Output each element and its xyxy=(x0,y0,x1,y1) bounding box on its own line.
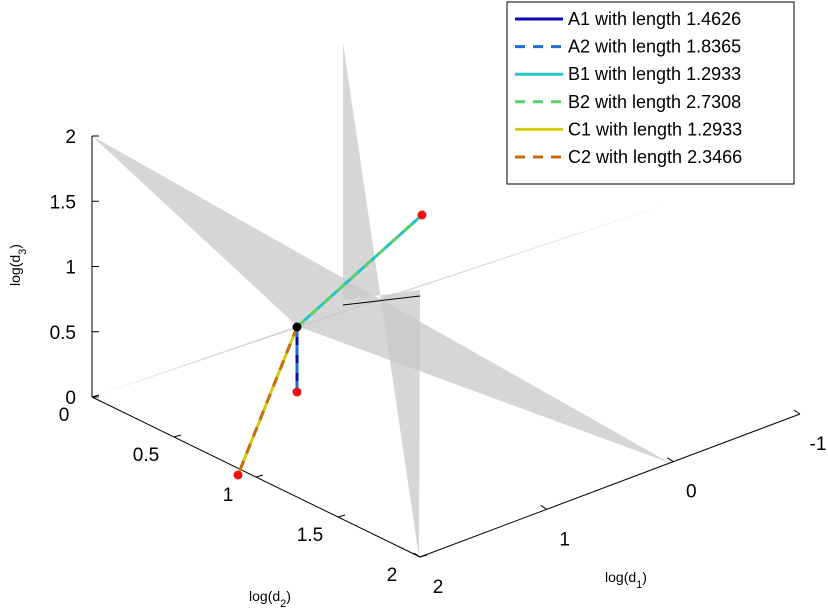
y-tick-label: 1.5 xyxy=(297,525,323,546)
z-tick-label: 1.5 xyxy=(50,192,76,213)
legend-entry: B2 with length 2.7308 xyxy=(568,92,741,112)
z-axis-label: log(d3) xyxy=(7,244,29,286)
x-tick-mark xyxy=(413,552,421,558)
x-tick-mark xyxy=(793,409,801,415)
endpoint-marker xyxy=(233,470,243,480)
legend-entry: C2 with length 2.3466 xyxy=(568,147,742,167)
z-tick-label: 0 xyxy=(65,388,76,409)
x-axis-label: log(d1) xyxy=(605,569,647,591)
legend-box xyxy=(506,1,795,185)
y-tick-mark xyxy=(337,514,346,518)
x-axis-line xyxy=(419,413,801,558)
legend-entry: A2 with length 1.8365 xyxy=(568,37,741,57)
plane-surfaces xyxy=(92,43,670,557)
z-tick-label: 0.5 xyxy=(50,323,76,344)
y-tick-label: 0 xyxy=(59,405,70,426)
z-tick-label: 2 xyxy=(65,127,76,148)
y-tick-mark xyxy=(255,474,264,478)
x-tick-label: 2 xyxy=(433,577,444,598)
y-tick-label: 0.5 xyxy=(133,445,159,466)
z-tick-label: 1 xyxy=(65,258,76,279)
series-group xyxy=(236,213,424,476)
legend-entry: B1 with length 1.2933 xyxy=(568,64,741,84)
points-group xyxy=(233,210,427,480)
y-tick-mark xyxy=(173,434,182,438)
legend-entry: C1 with length 1.2933 xyxy=(568,119,742,139)
endpoint-marker xyxy=(417,210,427,220)
legend: A1 with length 1.4626 A2 with length 1.83… xyxy=(506,1,795,185)
y-tick-label: 1 xyxy=(223,485,234,506)
legend-entry: A1 with length 1.4626 xyxy=(568,9,741,29)
plane-intersection-line xyxy=(342,295,421,306)
y-axis-label: log(d2) xyxy=(249,588,291,610)
x-tick-label: -1 xyxy=(810,434,827,455)
x-tick-label: 1 xyxy=(559,529,570,550)
endpoint-marker xyxy=(292,387,302,397)
y-tick-mark xyxy=(419,554,428,558)
y-tick-label: 2 xyxy=(387,565,398,586)
x-tick-mark xyxy=(667,457,674,463)
series-line-b2 xyxy=(295,213,424,329)
origin-marker xyxy=(292,322,302,332)
x-tick-label: 0 xyxy=(686,482,697,503)
tick-labels: 0 0.5 1 1.5 2 0 0.5 1 1.5 2 -1 0 1 2 xyxy=(50,127,827,598)
y-tick-mark xyxy=(91,394,100,398)
series-line-c2 xyxy=(236,326,299,476)
x-tick-mark xyxy=(540,504,547,510)
